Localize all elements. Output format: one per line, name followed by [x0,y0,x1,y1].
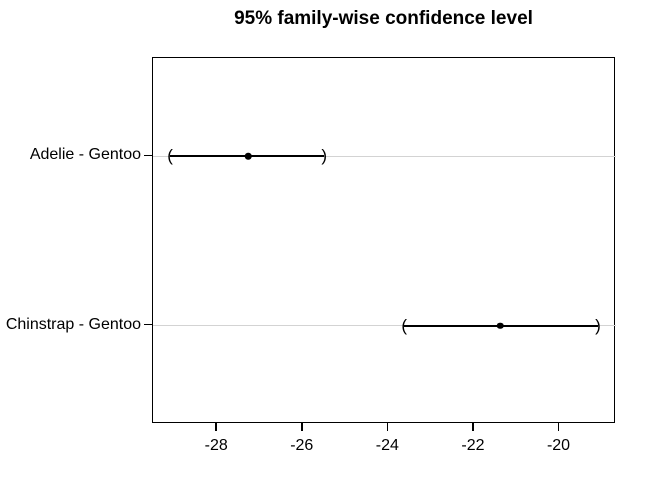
x-axis-tick-label: -24 [375,437,399,454]
comparison-label: Chinstrap - Gentoo [5,315,141,333]
x-axis-tick-label: -22 [461,437,485,454]
x-axis-tick [215,423,217,431]
interval-upper-bound-glyph: ) [321,146,327,166]
x-axis-tick-label: -26 [290,437,314,454]
interval-upper-bound-glyph: ) [595,315,601,335]
point-estimate-dot [497,322,504,329]
point-estimate-dot [245,153,252,160]
y-axis-tick [144,154,152,157]
reference-line [153,325,616,327]
plot-area: () () [152,57,616,423]
interval-lower-bound-glyph: ( [167,146,173,166]
reference-line [153,155,616,157]
x-axis-tick [557,423,560,431]
x-axis-tick-label: -20 [546,437,571,454]
plot-title: 95% family-wise confidence level [234,8,533,29]
x-axis-tick-label: -28 [204,437,228,454]
comparison-label: Adelie - Gentoo [29,146,141,164]
interval-lower-bound-glyph: ( [401,315,408,335]
y-axis-tick [144,323,152,326]
x-axis-tick [472,423,474,431]
x-axis-tick [301,423,303,431]
x-axis-tick [386,423,389,431]
